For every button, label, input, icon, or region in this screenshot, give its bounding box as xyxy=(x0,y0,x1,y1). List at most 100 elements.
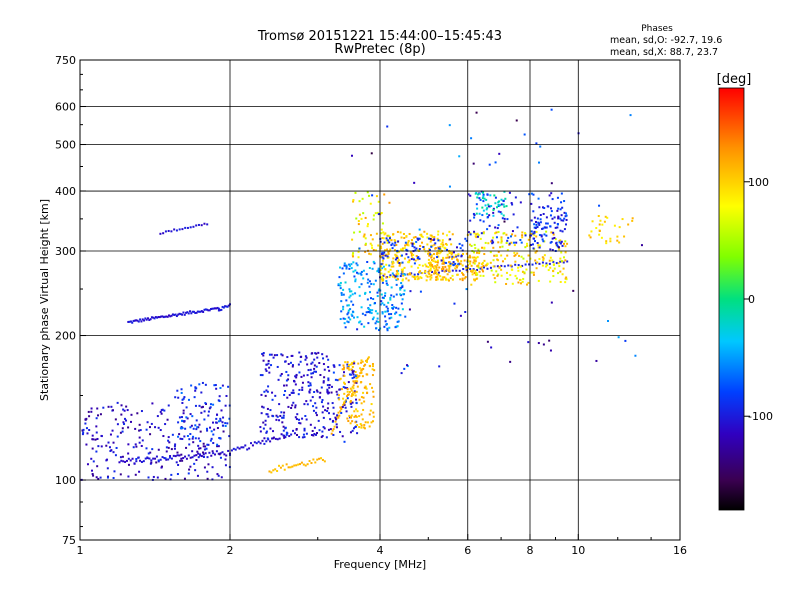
data-point xyxy=(475,111,478,114)
data-point xyxy=(206,443,209,446)
data-point xyxy=(389,268,392,271)
data-point xyxy=(500,238,503,241)
data-point xyxy=(139,459,142,462)
data-point xyxy=(430,245,433,248)
data-point xyxy=(400,272,403,275)
data-point xyxy=(369,309,372,312)
data-point xyxy=(188,443,191,446)
data-point xyxy=(493,254,496,257)
data-point xyxy=(167,458,170,461)
data-point xyxy=(451,257,454,260)
data-point xyxy=(465,269,468,272)
data-point xyxy=(138,470,141,473)
data-point xyxy=(344,386,347,389)
data-point xyxy=(505,205,508,208)
data-point xyxy=(382,274,385,277)
data-point xyxy=(511,230,514,233)
data-point xyxy=(451,255,454,258)
y-tick-label: 500 xyxy=(55,139,76,152)
data-point xyxy=(332,406,335,409)
data-point xyxy=(434,242,437,245)
data-point xyxy=(464,310,467,313)
data-point xyxy=(321,353,324,356)
data-point xyxy=(549,280,552,283)
data-point xyxy=(448,270,451,273)
data-point xyxy=(371,267,374,270)
data-point xyxy=(500,236,503,239)
data-point xyxy=(213,428,216,431)
data-point xyxy=(340,411,343,414)
data-point xyxy=(278,419,281,422)
data-point xyxy=(360,306,363,309)
data-point xyxy=(335,390,338,393)
data-point xyxy=(518,278,521,281)
data-point xyxy=(342,272,345,275)
data-point xyxy=(187,312,190,315)
data-point xyxy=(559,257,562,260)
data-point xyxy=(325,436,328,439)
data-point xyxy=(384,249,387,252)
data-point xyxy=(394,241,397,244)
data-point xyxy=(397,269,400,272)
data-point xyxy=(132,319,135,322)
data-point xyxy=(217,309,220,312)
data-point xyxy=(349,401,352,404)
data-point xyxy=(481,261,484,264)
data-point xyxy=(316,432,319,435)
data-point xyxy=(283,436,286,439)
data-point xyxy=(358,398,361,401)
data-point xyxy=(401,247,404,250)
data-point xyxy=(356,264,359,267)
data-point xyxy=(368,285,371,288)
data-point xyxy=(266,390,269,393)
data-point xyxy=(351,386,354,389)
data-point xyxy=(305,356,308,359)
data-point xyxy=(352,391,355,394)
data-point xyxy=(351,393,354,396)
data-point xyxy=(543,233,546,236)
data-point xyxy=(290,354,293,357)
data-point xyxy=(538,258,541,261)
data-point xyxy=(281,421,284,424)
data-point xyxy=(212,421,215,424)
data-point xyxy=(416,278,419,281)
data-point xyxy=(435,272,438,275)
data-point xyxy=(213,307,216,310)
data-point xyxy=(360,371,363,374)
data-point xyxy=(376,317,379,320)
data-point xyxy=(303,429,306,432)
data-point xyxy=(616,239,619,242)
data-point xyxy=(159,410,162,413)
data-point xyxy=(534,240,537,243)
data-point xyxy=(454,262,457,265)
data-point xyxy=(294,383,297,386)
data-point xyxy=(355,217,358,220)
data-point xyxy=(457,260,460,263)
data-point xyxy=(544,226,547,229)
data-point xyxy=(339,410,342,413)
data-point xyxy=(265,389,268,392)
data-point xyxy=(218,395,221,398)
data-point xyxy=(149,433,152,436)
data-point xyxy=(340,300,343,303)
data-point xyxy=(542,257,545,260)
data-point xyxy=(127,463,130,466)
data-point xyxy=(266,437,269,440)
data-point xyxy=(341,368,344,371)
data-point xyxy=(346,304,349,307)
data-point xyxy=(472,162,475,165)
data-point xyxy=(149,318,152,321)
data-point xyxy=(401,268,404,271)
data-point xyxy=(430,239,433,242)
data-point xyxy=(453,302,456,305)
data-point xyxy=(564,281,567,284)
data-point xyxy=(387,301,390,304)
data-point xyxy=(419,244,422,247)
colorbar-tick-label: 0 xyxy=(748,293,755,306)
data-point xyxy=(158,316,161,319)
data-point xyxy=(371,194,374,197)
data-point xyxy=(543,207,546,210)
data-point xyxy=(434,261,437,264)
data-point xyxy=(82,431,85,434)
data-point xyxy=(186,311,189,314)
